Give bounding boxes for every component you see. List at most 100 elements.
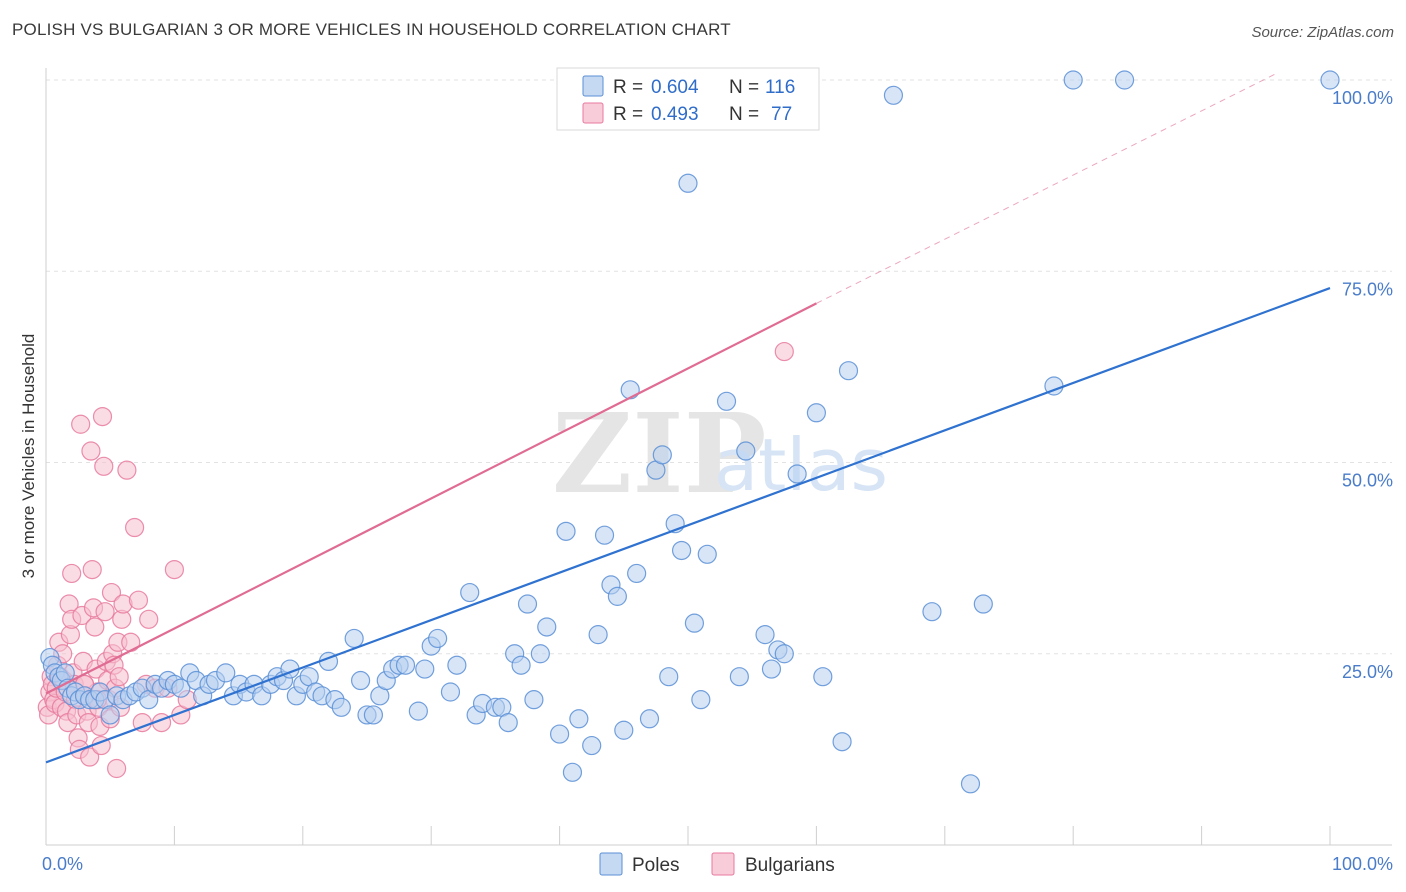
poles-point-83 (594, 525, 615, 545)
poles-point-81 (582, 735, 602, 756)
bulgarians-point-66 (139, 609, 159, 629)
poles-point-15 (100, 705, 120, 725)
bottom-legend-label-bulgarians: Bulgarians (745, 855, 835, 876)
bottom-legend-swatch-bulgarians (711, 852, 735, 876)
bulgarians-point-73 (62, 563, 82, 584)
y-tick-labels: 25.0% 50.0% 75.0% 100.0% (1332, 88, 1393, 682)
y-tick-label-0: 25.0% (1342, 662, 1393, 682)
poles-point-75 (530, 644, 550, 664)
bulgarians-trend-line (45, 302, 817, 695)
poles-point-110 (838, 361, 859, 381)
poles-point-98 (697, 544, 717, 564)
chart-title: POLISH VS BULGARIAN 3 OR MORE VEHICLES I… (12, 20, 731, 39)
poles-point-103 (761, 659, 782, 679)
bulgarians-point-45 (95, 602, 115, 622)
legend-swatch-poles (582, 75, 604, 97)
poles-point-95 (678, 173, 698, 193)
poles-point-109 (832, 732, 852, 752)
poles-point-59 (408, 701, 428, 721)
bulgarians-trend-extension (816, 71, 1279, 304)
poles-point-63 (440, 682, 461, 702)
poles-point-88 (627, 563, 647, 584)
bulgarians-point-33 (80, 747, 100, 767)
poles-point-78 (556, 521, 576, 541)
poles-point-49 (331, 697, 351, 717)
y-tick-label-1: 50.0% (1342, 471, 1393, 491)
poles-point-108 (813, 667, 833, 687)
bottom-legend-swatch-poles (599, 852, 623, 876)
poles-point-89 (639, 709, 660, 729)
poles-point-112 (922, 602, 942, 622)
poles-point-106 (787, 464, 807, 484)
legend-r-label-poles: R = (613, 77, 643, 98)
poles-point-102 (755, 625, 775, 645)
bulgarians-point-44 (94, 456, 114, 476)
bulgarians-point-62 (124, 517, 145, 538)
poles-point-94 (671, 540, 692, 561)
poles-point-26 (171, 678, 191, 698)
poles-point-113 (960, 774, 981, 794)
poles-point-53 (363, 705, 384, 725)
legend-n-label-bulgarians: N = (729, 104, 759, 125)
legend-swatch-bulgarians (582, 102, 604, 124)
poles-point-105 (774, 644, 794, 664)
legend-r-label-bulgarians: R = (613, 104, 643, 125)
poles-point-82 (588, 625, 608, 645)
x-tick-label-0: 0.0% (42, 854, 83, 874)
legend: R = 0.604 N = 116 R = 0.493 N = 77 (556, 67, 820, 131)
bulgarians-point-50 (101, 582, 122, 603)
bottom-legend: Poles Bulgarians (599, 852, 835, 876)
poles-point-58 (395, 655, 416, 675)
poles-point-97 (691, 690, 711, 710)
grid-lines (46, 79, 1392, 655)
poles-point-62 (428, 628, 448, 649)
poles-points (40, 70, 1340, 794)
bulgarians-point-43 (92, 407, 113, 427)
watermark-atlas: atlas (714, 423, 888, 507)
bulgarians-point-26 (71, 414, 91, 434)
poles-point-51 (350, 670, 371, 691)
poles-point-87 (620, 380, 640, 400)
poles-point-99 (716, 391, 737, 411)
y-axis-title: 3 or more Vehicles in Household (19, 334, 38, 579)
legend-n-label-poles: N = (729, 77, 759, 98)
y-tick-label-2: 75.0% (1342, 279, 1393, 299)
poles-point-101 (736, 441, 756, 461)
poles-point-32 (216, 663, 236, 683)
trend-lines (45, 71, 1331, 764)
bulgarians-point-34 (81, 441, 101, 461)
poles-point-72 (511, 655, 531, 675)
poles-point-60 (415, 659, 435, 679)
chart-source: Source: ZipAtlas.com (1251, 24, 1394, 41)
poles-point-73 (517, 594, 538, 614)
bulgarians-point-70 (164, 559, 184, 580)
poles-point-65 (460, 582, 480, 603)
legend-n-value-poles: 116 (765, 77, 795, 98)
poles-point-107 (806, 403, 827, 423)
poles-point-100 (729, 667, 749, 687)
legend-n-value-bulgarians: 77 (771, 104, 792, 125)
x-tick-label-1: 100.0% (1332, 854, 1393, 874)
poles-point-76 (537, 617, 557, 637)
legend-r-value-bulgarians: 0.493 (651, 104, 699, 125)
poles-trend-line (45, 287, 1331, 764)
poles-point-117 (1114, 70, 1135, 90)
x-tick-labels: 0.0% 100.0% (42, 854, 1393, 874)
poles-point-114 (973, 594, 993, 614)
legend-r-value-poles: 0.604 (651, 77, 699, 98)
poles-point-92 (659, 667, 679, 687)
poles-point-64 (447, 655, 467, 675)
poles-point-86 (614, 720, 634, 740)
bulgarians-point-76 (774, 341, 794, 362)
poles-point-50 (344, 628, 364, 649)
bulgarians-point-54 (107, 758, 127, 779)
bulgarians-point-56 (109, 667, 129, 687)
poles-point-85 (607, 586, 627, 606)
poles-point-74 (524, 690, 544, 710)
bulgarians-point-63 (128, 590, 149, 610)
poles-point-116 (1063, 70, 1083, 90)
poles-point-111 (883, 85, 904, 105)
y-tick-label-3: 100.0% (1332, 88, 1393, 108)
bulgarians-point-60 (117, 460, 137, 480)
